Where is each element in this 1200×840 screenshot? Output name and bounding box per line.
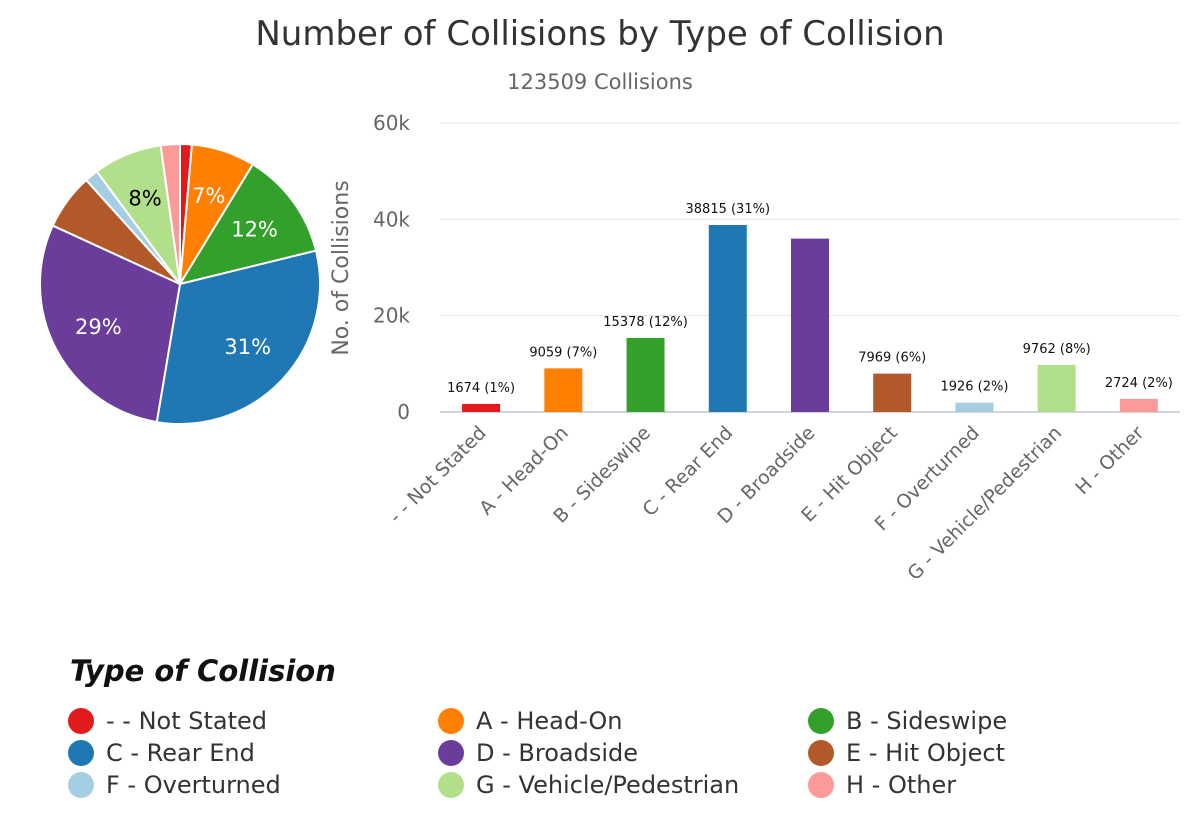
legend-title: Type of Collision: [70, 654, 336, 688]
legend-dot-icon: [808, 740, 834, 766]
data-label-b-sideswipe: 15378 (12%): [603, 315, 688, 330]
pie-slice-b-sideswipe[interactable]: [177, 163, 318, 286]
bar-b-sideswipe[interactable]: [626, 337, 665, 412]
bar-a-head-on[interactable]: [544, 368, 583, 412]
x-tick-label-g-vehicle-pedestrian: G - Vehicle/Pedestrian: [903, 422, 1066, 585]
legend-dot-icon: [808, 772, 834, 798]
legend-dot-icon: [68, 740, 94, 766]
x-tick-label-not-stated: - - Not Stated: [385, 422, 491, 528]
y-axis-label: No. of Collisions: [329, 180, 354, 355]
legend-label: A - Head-On: [476, 707, 623, 735]
pie-label-g-vehicle-pedestrian: 8%: [128, 186, 161, 210]
data-label-a-head-on: 9059 (7%): [529, 345, 597, 360]
y-tick-label: 20k: [373, 304, 410, 328]
data-label-c-rear-end: 38815 (31%): [686, 202, 771, 217]
legend-label: H - Other: [846, 771, 957, 799]
bar-g-vehicle-pedestrian[interactable]: [1037, 364, 1076, 412]
legend-label: G - Vehicle/Pedestrian: [476, 771, 740, 799]
bar-e-hit-object[interactable]: [873, 373, 912, 412]
pie-slice-h-other[interactable]: [159, 142, 181, 285]
legend-item-g-vehicle-pedestrian[interactable]: G - Vehicle/Pedestrian: [438, 770, 739, 800]
bar-h-other[interactable]: [1119, 398, 1158, 412]
bar-c-rear-end[interactable]: [708, 225, 747, 412]
legend-label: D - Broadside: [476, 739, 638, 767]
y-tick-label: 60k: [373, 111, 410, 135]
legend-dot-icon: [438, 740, 464, 766]
pie-label-a-head-on: 7%: [192, 184, 225, 208]
legend-label: B - Sideswipe: [846, 707, 1008, 735]
legend-label: E - Hit Object: [846, 739, 1005, 767]
legend-item-b-sideswipe[interactable]: B - Sideswipe: [808, 706, 1007, 736]
legend-item-e-hit-object[interactable]: E - Hit Object: [808, 738, 1005, 768]
legend-item-c-rear-end[interactable]: C - Rear End: [68, 738, 255, 768]
legend-item-h-other[interactable]: H - Other: [808, 770, 956, 800]
bar-f-overturned[interactable]: [955, 402, 994, 412]
y-tick-label: 40k: [373, 207, 410, 231]
pie-label-b-sideswipe: 12%: [231, 217, 278, 241]
legend-dot-icon: [68, 708, 94, 734]
legend-item-not-stated[interactable]: - - Not Stated: [68, 706, 267, 736]
data-label-g-vehicle-pedestrian: 9762 (8%): [1023, 342, 1091, 357]
bar-chart: 0 20k 40k 60k No. of Collisions 1674 (1%) - - …: [329, 111, 1180, 585]
data-label-e-hit-object: 7969 (6%): [858, 351, 926, 366]
legend-dot-icon: [438, 772, 464, 798]
data-label-h-other: 2724 (2%): [1105, 376, 1173, 391]
legend-item-a-head-on[interactable]: A - Head-On: [438, 706, 623, 736]
data-label-f-overturned: 1926 (2%): [940, 380, 1008, 395]
pie-slice-c-rear-end[interactable]: [155, 249, 321, 425]
legend-item-d-broadside[interactable]: D - Broadside: [438, 738, 638, 768]
pie-label-d-broadside: 29%: [75, 315, 122, 339]
x-tick-label-h-other: H - Other: [1071, 422, 1148, 499]
pie-chart: 7%12% 31% 29% 8%: [39, 142, 321, 425]
pie-label-c-rear-end: 31%: [224, 335, 271, 359]
legend-label: - - Not Stated: [106, 707, 268, 735]
bar-d-broadside[interactable]: [791, 238, 829, 412]
pie-slice-d-broadside[interactable]: [39, 224, 182, 424]
chart-title: Number of Collisions by Type of Collisio…: [255, 14, 945, 54]
bar-not-stated[interactable]: [462, 403, 501, 412]
y-tick-label: 0: [397, 400, 410, 424]
legend-dot-icon: [68, 772, 94, 798]
data-label-not-stated: 1674 (1%): [447, 381, 515, 396]
legend-dot-icon: [438, 708, 464, 734]
legend-item-f-overturned[interactable]: F - Overturned: [68, 770, 281, 800]
legend-dot-icon: [808, 708, 834, 734]
chart-subtitle: 123509 Collisions: [507, 70, 693, 94]
legend-label: F - Overturned: [106, 771, 281, 799]
legend-label: C - Rear End: [106, 739, 255, 767]
